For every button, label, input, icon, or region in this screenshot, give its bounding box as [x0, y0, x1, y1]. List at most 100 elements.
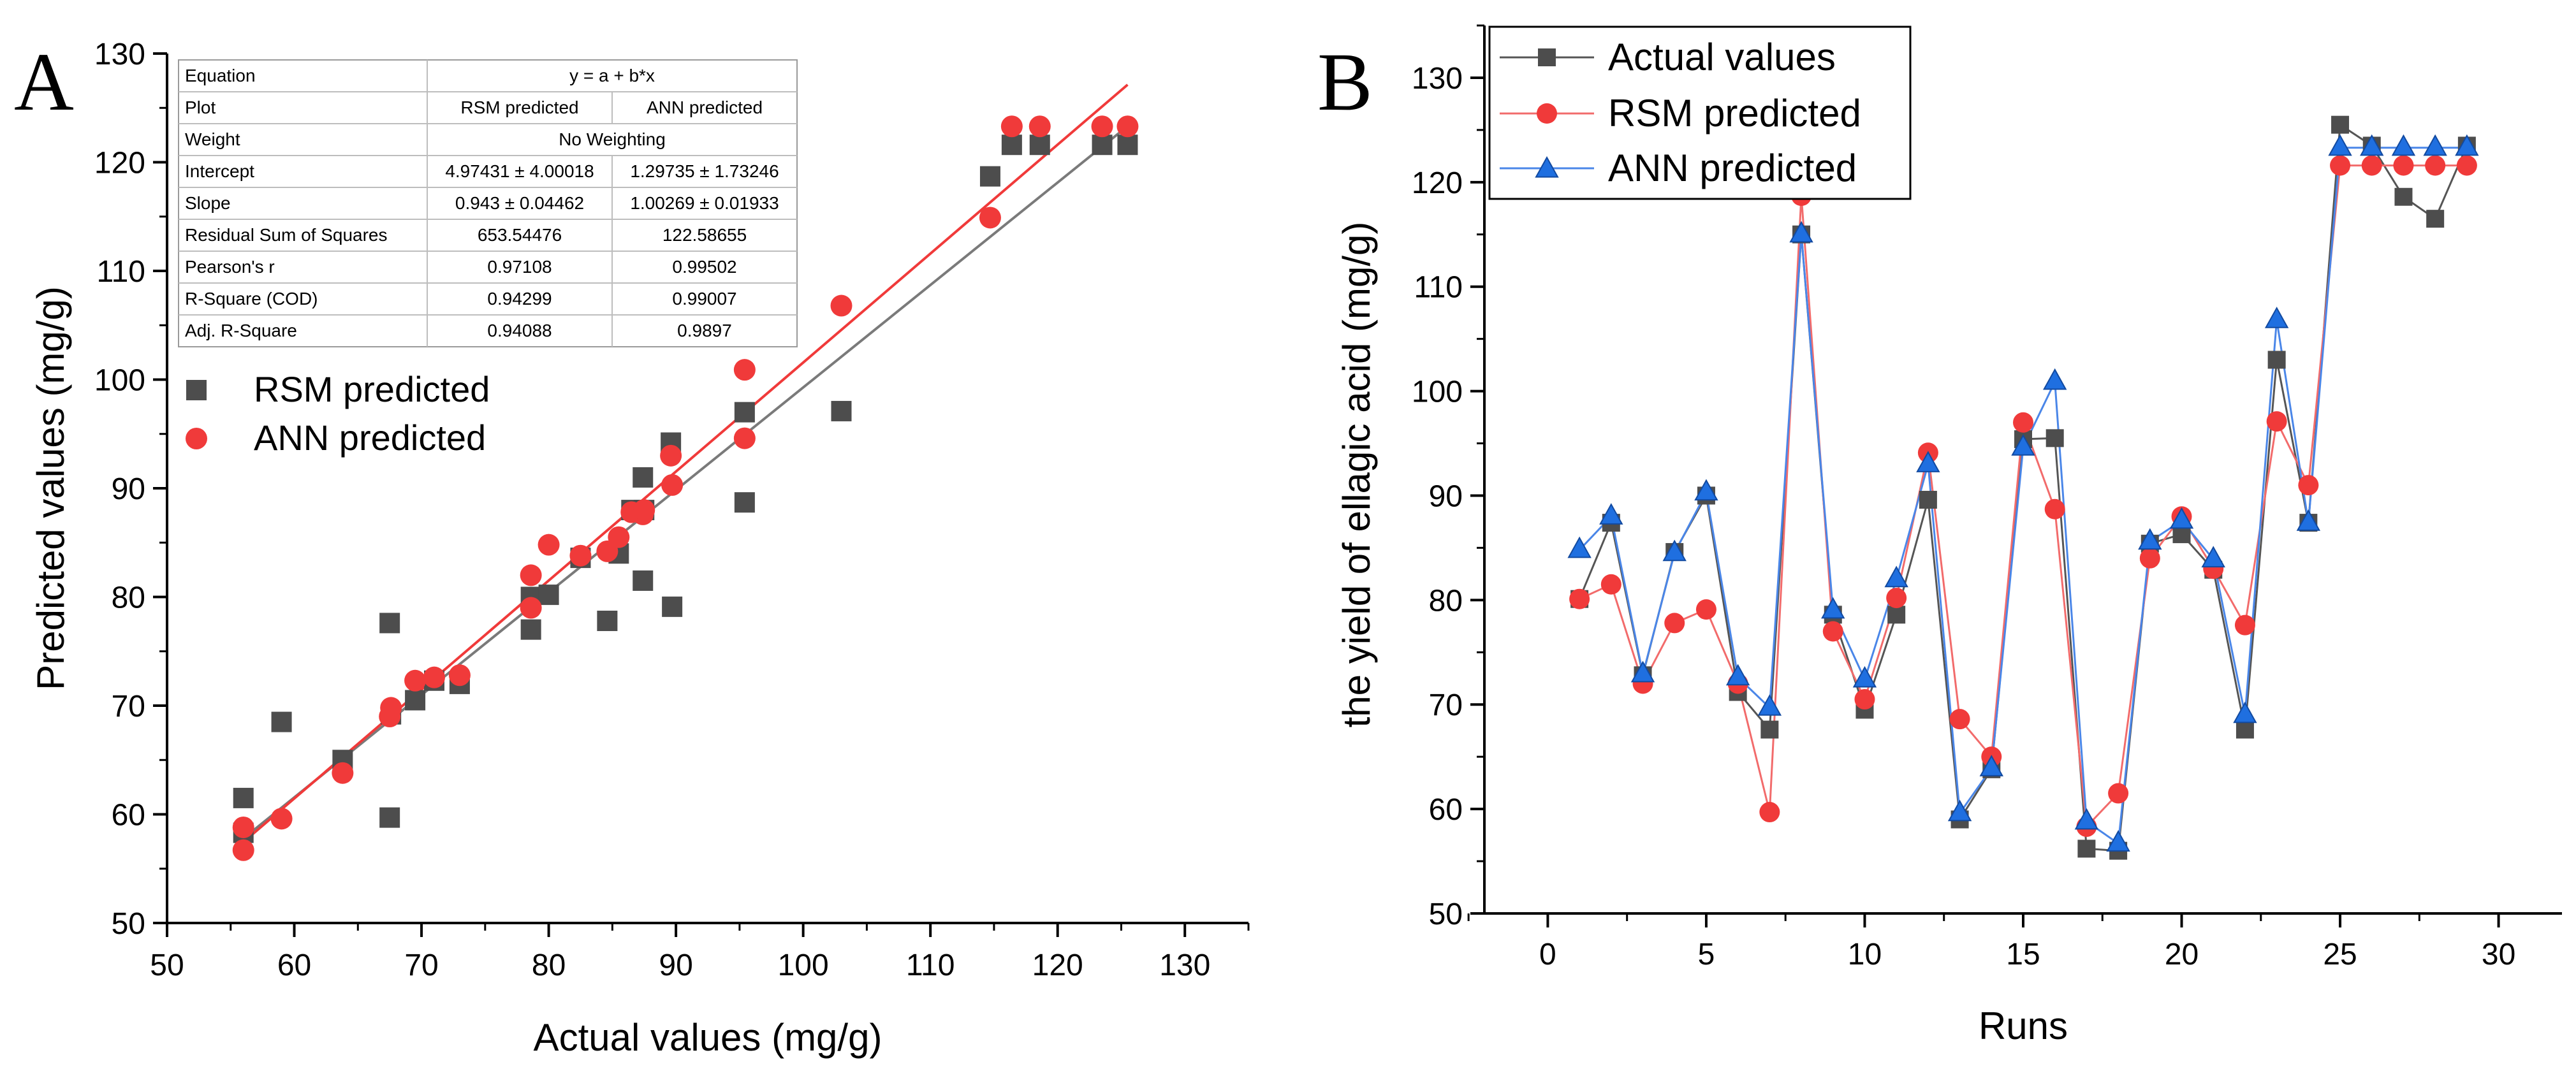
y-tick-label: 120 — [1412, 166, 1463, 200]
table-row-label: Weight — [185, 129, 240, 149]
y-tick-label: 130 — [94, 38, 145, 71]
rsm-point — [1117, 134, 1138, 156]
x-tick-label: 70 — [404, 949, 438, 982]
ann-point — [2233, 701, 2257, 723]
ann-point — [448, 664, 471, 687]
ann-point — [538, 534, 560, 556]
y-tick-label: 100 — [1412, 375, 1463, 409]
table-rsm-value: 0.94088 — [487, 321, 552, 340]
panel-b-y-axis-label: the yield of ellagic acid (mg/g) — [1335, 222, 1378, 728]
y-tick-label: 60 — [112, 799, 145, 832]
table-ann-value: 0.99007 — [672, 289, 736, 309]
panel-b-x-axis-label: Runs — [1979, 1005, 2068, 1047]
rsm-point — [1759, 802, 1780, 823]
rsm-point — [1695, 599, 1716, 620]
ann-point — [232, 839, 254, 861]
rsm-point — [633, 570, 654, 591]
ann-point — [633, 499, 655, 521]
y-tick-label: 60 — [1429, 793, 1463, 827]
ann-point — [520, 564, 542, 586]
rsm-point — [379, 613, 400, 634]
legend-ann-marker — [186, 428, 207, 449]
regression-stats-table: Equation y = a + b*x Plot RSM predicted ANN … — [178, 59, 798, 347]
y-tick-label: 130 — [1412, 62, 1463, 96]
ann-point — [232, 816, 254, 838]
x-tick-label: 50 — [150, 949, 184, 982]
rsm-point — [1664, 613, 1685, 634]
ann-point — [608, 526, 630, 548]
ann-point — [1000, 115, 1023, 138]
ann-point — [660, 444, 682, 467]
table-rsm-value: 0.943 ± 0.04462 — [455, 193, 584, 213]
table-rsm-value: 653.54476 — [478, 225, 562, 245]
table-row-label: Intercept — [185, 161, 254, 181]
rsm-point — [520, 619, 541, 640]
rsm-point — [271, 711, 292, 732]
y-tick-label: 50 — [1429, 898, 1463, 931]
rsm-point — [2456, 155, 2477, 176]
table-row-label: R-Square (COD) — [185, 289, 318, 309]
actual-point — [2331, 115, 2350, 134]
panel-a-y-axis-label: Predicted values (mg/g) — [29, 286, 72, 690]
y-tick-label: 70 — [1429, 688, 1463, 722]
table-rsm-value: 4.97431 ± 4.00018 — [445, 161, 594, 181]
rsm-point — [2139, 548, 2160, 569]
rsm-point — [2044, 498, 2065, 520]
rsm-point — [1029, 134, 1050, 156]
table-row-label: Pearson's r — [185, 257, 275, 277]
table-frame — [178, 59, 798, 347]
ann-point — [1662, 539, 1687, 562]
rsm-point — [1886, 588, 1907, 609]
rsm-point — [2361, 155, 2382, 176]
ann-point — [332, 762, 354, 784]
ann-point — [2296, 509, 2321, 531]
rsm-point — [979, 166, 1000, 187]
ann-point — [2106, 830, 2130, 852]
rsm-point — [2234, 614, 2255, 636]
ann-point — [1884, 565, 1908, 588]
x-tick-label: 0 — [1539, 938, 1556, 971]
ann-point — [1116, 115, 1139, 138]
ann-point — [423, 666, 446, 688]
rsm-point — [2108, 783, 2129, 804]
rsm-point — [233, 787, 254, 808]
ann-point — [1028, 115, 1051, 138]
rsm-point — [1949, 709, 1970, 730]
rsm-point — [597, 611, 618, 632]
series-markers — [1567, 115, 2479, 860]
table-row-label: Plot — [185, 98, 216, 117]
x-tick-label: 30 — [2482, 938, 2515, 971]
legend-rsm-marker — [186, 380, 207, 400]
rsm-point — [831, 400, 852, 421]
rsm-point — [1822, 621, 1843, 642]
x-tick-label: 20 — [2165, 938, 2199, 971]
rsm-point — [1001, 134, 1022, 156]
x-tick-label: 90 — [659, 949, 692, 982]
x-tick-label: 25 — [2323, 938, 2357, 971]
ann-point — [2043, 368, 2067, 390]
table-row-label: Slope — [185, 193, 231, 213]
table-ann-value: 0.9897 — [677, 321, 732, 340]
ann-point — [2360, 134, 2384, 156]
ann-point — [2264, 307, 2289, 328]
ann-point — [1694, 479, 1718, 501]
rsm-point — [2425, 155, 2446, 176]
y-tick-label: 100 — [94, 364, 145, 398]
ann-point — [2169, 507, 2194, 529]
table-ann-value: 122.58655 — [662, 225, 747, 245]
legend-rsm-marker — [1537, 103, 1557, 124]
actual-point — [2045, 429, 2064, 447]
table-ann-value: 1.00269 ± 0.01933 — [630, 193, 779, 213]
ann-point — [2328, 134, 2352, 156]
y-tick-label: 110 — [1414, 271, 1463, 305]
ann-point — [2138, 528, 2162, 550]
ann-point — [1630, 660, 1655, 683]
rsm-point — [379, 807, 400, 828]
y-tick-label: 110 — [96, 255, 145, 289]
y-tick-label: 80 — [1429, 584, 1463, 618]
table-rsm-value: 0.94299 — [487, 289, 552, 309]
actual-point — [1919, 491, 1937, 509]
legend-label: Actual values — [1608, 36, 1836, 78]
rsm-point — [2393, 155, 2414, 176]
x-tick-label: 80 — [532, 949, 566, 982]
